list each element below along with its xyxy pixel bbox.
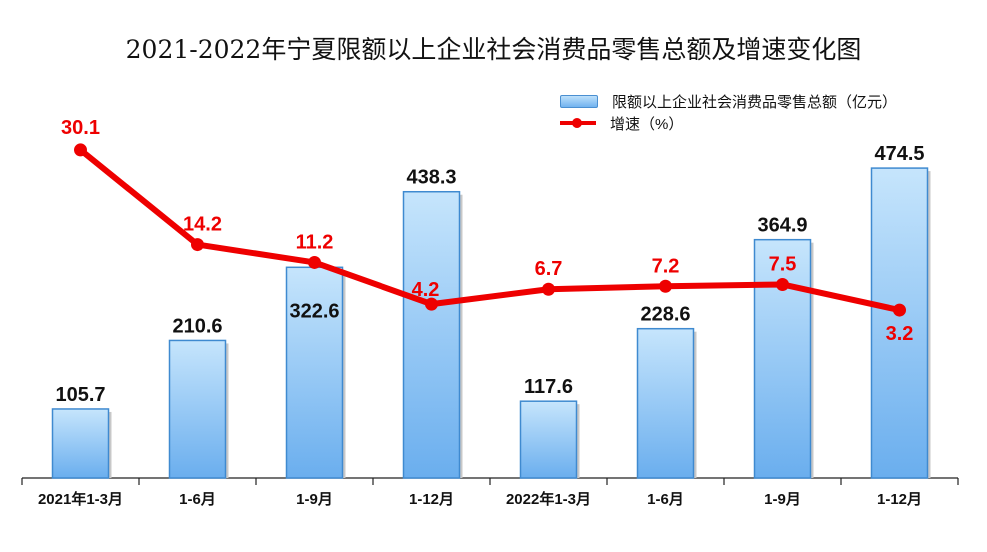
legend-line-swatch	[560, 118, 596, 128]
bar-value-label: 117.6	[524, 376, 573, 398]
legend: 限额以上企业社会消费品零售总额（亿元） 增速（%）	[560, 90, 897, 134]
growth-value-label: 3.2	[886, 323, 914, 345]
bar	[402, 190, 461, 479]
bar	[285, 266, 344, 479]
growth-value-label: 7.5	[769, 253, 797, 275]
growth-value-label: 6.7	[535, 258, 563, 280]
bar-value-label: 210.6	[172, 315, 222, 337]
legend-label: 限额以上企业社会消费品零售总额（亿元）	[612, 93, 898, 111]
bar-value-label: 438.3	[406, 167, 456, 189]
growth-value-label: 30.1	[61, 117, 100, 139]
bar-value-label: 228.6	[640, 304, 690, 326]
x-tick-label: 1-6月	[647, 491, 684, 508]
legend-bar-swatch	[560, 94, 598, 108]
legend-item-bar: 限额以上企业社会消费品零售总额（亿元）	[560, 90, 897, 112]
x-tick-label: 1-6月	[179, 491, 216, 508]
bar-value-label: 105.7	[55, 384, 105, 406]
x-tick-label: 1-12月	[409, 491, 454, 508]
legend-label: 增速（%）	[610, 115, 684, 133]
growth-value-label: 7.2	[652, 255, 680, 277]
bar	[519, 400, 578, 479]
growth-line	[78, 147, 901, 314]
x-tick-label: 1-12月	[877, 491, 922, 508]
growth-point	[659, 279, 672, 293]
bar-value-label: 322.6	[289, 300, 339, 322]
x-tick-label: 2021年1-3月	[38, 490, 123, 508]
chart-title: 2021-2022年宁夏限额以上企业社会消费品零售总额及增速变化图	[125, 35, 862, 64]
bar-value-label: 474.5	[874, 143, 924, 165]
growth-value-label: 14.2	[183, 214, 222, 236]
growth-point	[74, 143, 87, 157]
growth-point	[308, 255, 321, 269]
growth-value-label: 4.2	[412, 279, 440, 301]
legend-item-line: 增速（%）	[560, 112, 897, 134]
x-tick-label: 2022年1-3月	[506, 490, 591, 508]
growth-value-label: 11.2	[296, 231, 334, 253]
x-tick-label: 1-9月	[296, 491, 333, 508]
growth-point	[425, 297, 438, 311]
growth-point	[776, 277, 789, 291]
growth-point	[893, 303, 906, 317]
growth-point	[542, 282, 555, 296]
x-tick-label: 1-9月	[764, 491, 801, 508]
bar	[51, 408, 110, 479]
bar	[870, 167, 929, 479]
growth-point	[191, 238, 204, 252]
bar	[636, 327, 695, 479]
bar-value-label: 364.9	[757, 215, 807, 237]
bar	[168, 339, 227, 479]
